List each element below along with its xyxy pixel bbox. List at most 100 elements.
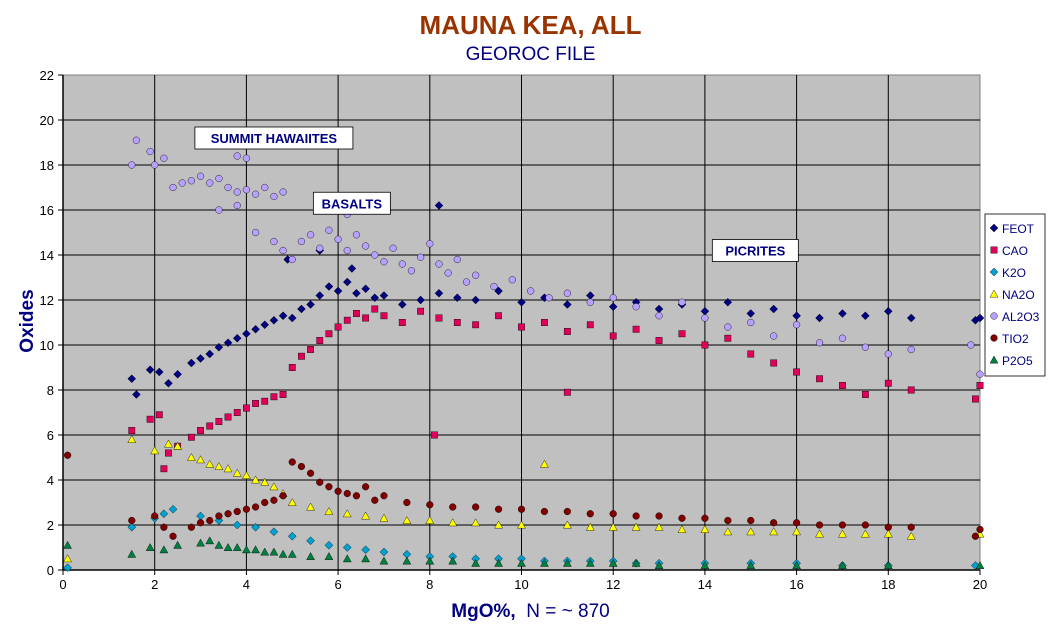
p2o5-point (792, 561, 801, 569)
na2o-point (700, 525, 710, 533)
p2o5-point (232, 543, 242, 551)
p2o5-point (324, 552, 334, 560)
al2o3-point (233, 201, 241, 210)
na2o-point (540, 459, 549, 468)
tio2-point (151, 512, 159, 520)
x-tick-label: 14 (698, 577, 712, 592)
x-tick-label: 10 (514, 577, 528, 592)
al2o3-point (527, 287, 535, 295)
feot-point (214, 342, 224, 352)
cao-point (884, 379, 892, 387)
al2o3-point (655, 312, 663, 320)
tio2-point (270, 496, 278, 504)
cao-point (724, 334, 732, 342)
feot-point (145, 365, 155, 375)
tio2-point (160, 523, 168, 531)
al2o3-point (132, 136, 140, 144)
p2o5-point (631, 558, 641, 567)
p2o5-point (342, 554, 352, 563)
na2o-point (883, 529, 893, 538)
na2o-point (287, 498, 297, 506)
al2o3-point (462, 278, 471, 286)
p2o5-point (448, 556, 458, 565)
p2o5-point (654, 561, 664, 569)
na2o-point (631, 522, 641, 531)
feot-point (471, 295, 480, 305)
na2o-point (654, 522, 664, 531)
al2o3-point (288, 255, 296, 264)
p2o5-point (145, 543, 155, 551)
al2o3-point (251, 190, 260, 198)
legend-marker (989, 289, 999, 298)
p2o5-point (260, 547, 270, 556)
na2o-point (517, 520, 526, 529)
tio2-point (517, 505, 526, 513)
y-tick-label: 10 (40, 338, 54, 353)
na2o-point (164, 439, 173, 448)
tio2-point (861, 521, 869, 529)
p2o5-point (379, 556, 389, 565)
p2o5-point (700, 561, 710, 569)
al2o3-point (545, 294, 553, 302)
cao-point (839, 382, 846, 389)
k2o-point (251, 522, 260, 532)
al2o3-point (967, 341, 975, 349)
feot-point (315, 291, 325, 300)
tio2-point (63, 451, 72, 459)
tio2-point (215, 512, 223, 520)
al2o3-point (316, 244, 324, 252)
feot-point (453, 293, 462, 303)
legend-label: P2O5 (1002, 354, 1033, 368)
cao-point (976, 382, 984, 389)
tio2-point (403, 498, 411, 507)
tio2-point (747, 516, 755, 525)
al2o3-point (770, 332, 778, 340)
cao-point (279, 391, 287, 398)
tio2-point (678, 514, 686, 522)
tio2-point (316, 478, 324, 486)
al2o3-point (279, 246, 287, 255)
tio2-point (472, 503, 480, 511)
al2o3-point (508, 276, 516, 284)
cao-point (325, 330, 333, 338)
tio2-point (206, 516, 214, 525)
x-axis-label-extra: N = ~ 870 (526, 601, 610, 622)
feot-point (434, 288, 444, 298)
na2o-point (214, 462, 224, 470)
feot-point (815, 313, 824, 323)
tio2-point (224, 510, 232, 518)
cao-point (371, 305, 379, 313)
al2o3-point (343, 246, 351, 255)
tio2-point (380, 492, 388, 500)
feot-point (132, 390, 141, 399)
k2o-point (361, 545, 370, 555)
na2o-point (723, 527, 733, 536)
na2o-point (402, 516, 412, 524)
p2o5-point (251, 545, 260, 554)
cao-point (816, 375, 823, 383)
al2o3-point (586, 298, 594, 306)
cao-point (316, 337, 324, 344)
na2o-point (792, 527, 801, 536)
cao-point (128, 427, 136, 434)
feot-point (746, 309, 756, 318)
legend-marker (989, 223, 999, 233)
tio2-point (306, 469, 315, 477)
feot-point (196, 354, 205, 363)
na2o-point (251, 475, 260, 484)
p2o5-point (242, 545, 251, 554)
na2o-point (838, 529, 847, 538)
cao-point (435, 314, 443, 322)
na2o-point (223, 464, 233, 473)
cao-point (155, 411, 163, 419)
p2o5-point (269, 547, 279, 556)
na2o-point (187, 453, 196, 461)
p2o5-point (159, 545, 169, 554)
al2o3-point (215, 174, 223, 183)
cao-point (380, 312, 388, 320)
cao-point (146, 415, 154, 423)
na2o-point (563, 520, 572, 529)
tio2-point (632, 512, 640, 520)
al2o3-point (389, 244, 397, 252)
